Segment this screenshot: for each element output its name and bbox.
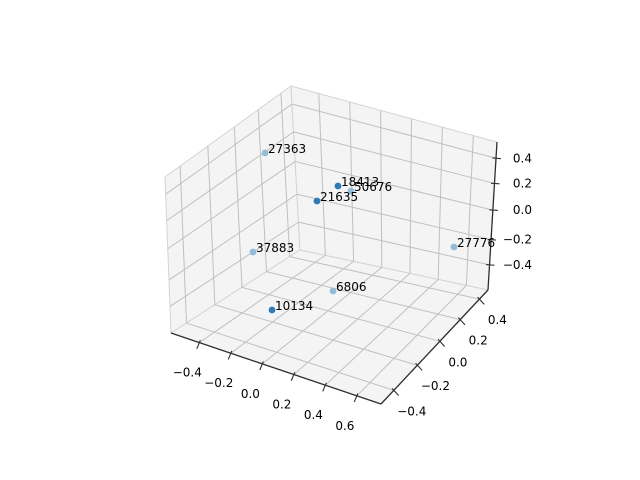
z-tick [485, 263, 495, 266]
x-tick-label: 0.6 [335, 419, 354, 433]
x-tick-label: −0.2 [204, 376, 233, 390]
data-point-label: 21635 [320, 190, 358, 204]
x-tick [227, 350, 233, 360]
data-point-label: 27776 [457, 236, 495, 250]
y-tick [477, 296, 485, 305]
y-tick-label: 0.4 [488, 313, 507, 327]
y-axis-spine [380, 289, 489, 405]
grid-line-z-left [165, 103, 293, 195]
grid-line-x-wall [349, 101, 355, 262]
z-tick-label: −0.4 [503, 258, 532, 272]
grid-line-z-left [169, 221, 299, 307]
data-point-label: 10134 [275, 299, 313, 313]
grid-line-y-floor [241, 286, 440, 342]
y-tick [457, 317, 466, 326]
data-point [313, 197, 321, 205]
grid-line-z-left [168, 193, 298, 281]
y-tick [415, 362, 423, 371]
data-point-label: 50676 [354, 180, 392, 194]
x-tick [322, 382, 327, 392]
grid-line-z-right [295, 160, 493, 211]
x-axis-spine [170, 332, 382, 405]
grid-line-x-floor [230, 260, 354, 354]
y-tick-label: −0.4 [397, 404, 426, 418]
data-point [347, 187, 355, 195]
x-tick [290, 371, 296, 381]
grid-line-x-floor [199, 254, 326, 343]
y-tick [391, 387, 400, 396]
data-point-label: 18413 [341, 175, 379, 189]
grid-line-z-right [298, 221, 490, 266]
z-tick-label: 0.4 [513, 151, 532, 165]
grid-line-z-right [291, 103, 497, 159]
y-tick-label: −0.2 [421, 379, 450, 393]
grid-line-x-floor [293, 273, 411, 375]
data-point [329, 287, 337, 295]
data-point [268, 306, 276, 314]
grid-line-y-floor [186, 322, 394, 391]
grid-line-x-wall [318, 93, 326, 256]
x-tick [259, 361, 264, 371]
y-tick [437, 338, 446, 347]
data-point [334, 182, 342, 190]
grid-line-x-floor [356, 285, 467, 397]
grid-line-z-right [293, 131, 495, 184]
x-tick-label: 0.0 [241, 387, 260, 401]
grid-line-z-left [167, 161, 296, 250]
z-tick [487, 238, 497, 241]
z-tick-label: −0.2 [503, 233, 532, 247]
y-tick-label: 0.2 [469, 334, 488, 348]
z-tick [490, 182, 500, 185]
grid-line-x-floor [325, 279, 439, 386]
x-tick-label: 0.2 [272, 398, 291, 412]
z-tick-label: 0.0 [513, 203, 532, 217]
z-tick [489, 209, 498, 212]
x-tick-label: −0.4 [173, 366, 202, 380]
grid-line-x-wall [380, 110, 383, 268]
data-point-label: 37883 [256, 241, 294, 255]
data-point-label: 27363 [268, 142, 306, 156]
data-point [261, 149, 269, 157]
grid-line-x-wall [409, 118, 413, 274]
x-tick-label: 0.4 [304, 408, 323, 422]
grid-line-y-floor [214, 304, 418, 366]
x-tick [353, 393, 359, 403]
data-point [249, 248, 257, 256]
grid-line-z-left [166, 131, 294, 222]
grid-line-y-floor [289, 256, 480, 300]
z-tick-label: 0.2 [513, 176, 532, 190]
grid-line-x-floor [262, 267, 383, 365]
z-tick [492, 157, 502, 160]
y-tick-label: 0.0 [448, 355, 467, 369]
data-point [450, 243, 458, 251]
grid-line-z-right [296, 193, 492, 241]
grid-line-y-floor [266, 271, 461, 321]
x-tick [196, 339, 201, 349]
data-point-label: 6806 [336, 280, 367, 294]
